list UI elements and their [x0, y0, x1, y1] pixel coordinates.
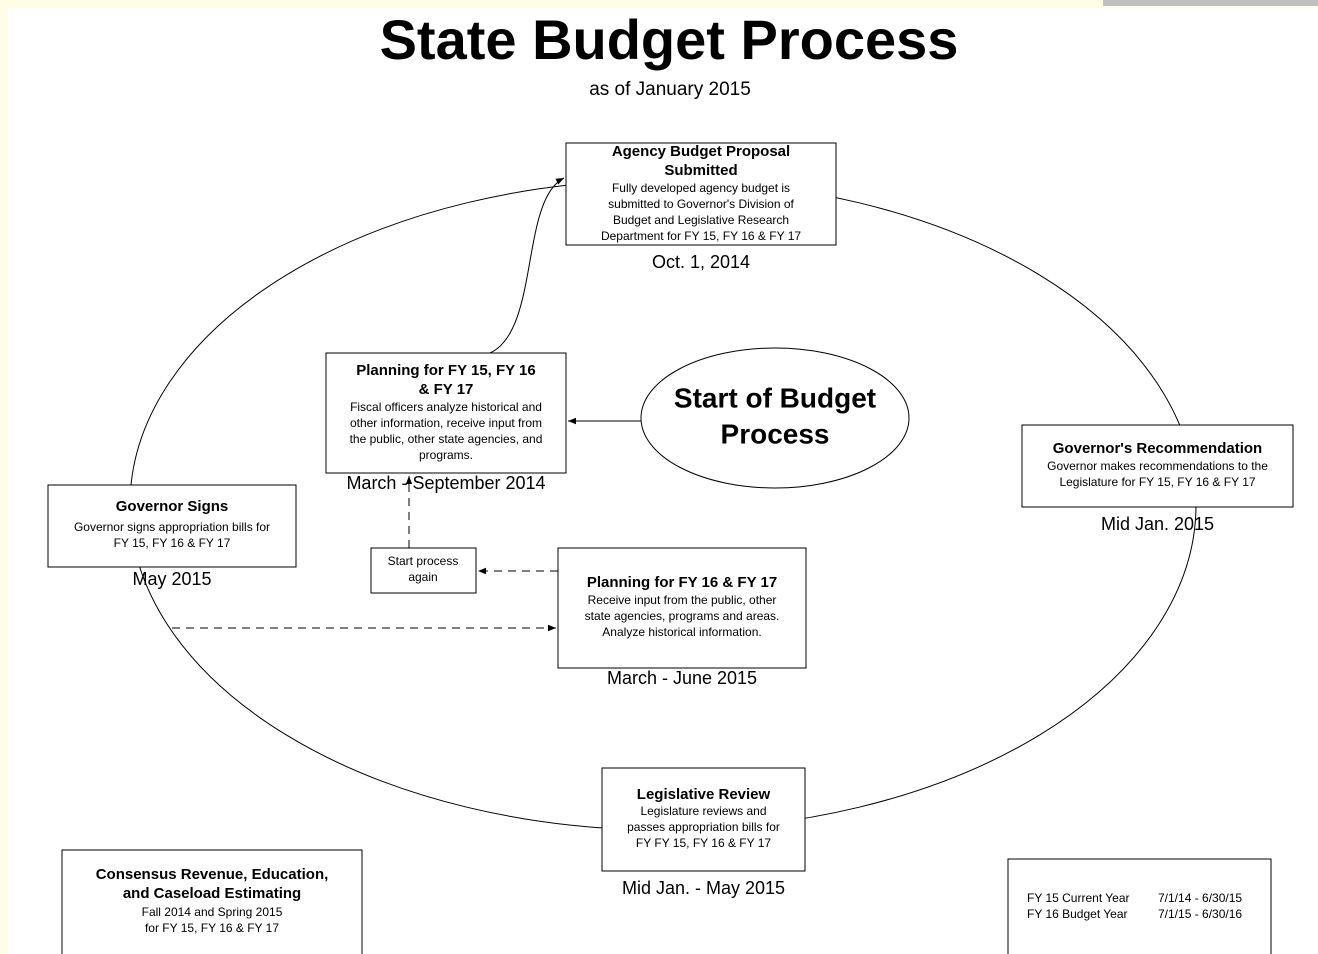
node-title: and Caseload Estimating — [123, 885, 301, 902]
node-text: passes appropriation bills for — [627, 820, 780, 834]
node-text: other information, receive input from — [350, 416, 542, 430]
node-title: Consensus Revenue, Education, — [96, 866, 329, 883]
start-node — [640, 347, 910, 489]
start-label: Process — [721, 418, 830, 449]
node-text: FY 15, FY 16 & FY 17 — [114, 536, 231, 550]
node-box — [1021, 424, 1294, 508]
node-text: Governor signs appropriation bills for — [74, 520, 270, 534]
node-title: Planning for FY 15, FY 16 — [356, 362, 536, 379]
start-label: Start of Budget — [674, 382, 876, 413]
node-box — [557, 547, 807, 669]
legend-text: 7/1/15 - 6/30/16 — [1158, 907, 1242, 921]
node-text: Department for FY 15, FY 16 & FY 17 — [601, 229, 801, 243]
node-text: Fall 2014 and Spring 2015 — [142, 905, 283, 919]
node-date: March - September 2014 — [346, 473, 545, 493]
node-text: for FY 15, FY 16 & FY 17 — [145, 921, 279, 935]
restart-label: again — [408, 570, 437, 584]
node-date: May 2015 — [132, 569, 211, 589]
node-text: Legislature reviews and — [640, 804, 766, 818]
restart-label: Start process — [388, 554, 459, 568]
node-box — [601, 767, 806, 872]
title: State Budget Process — [380, 8, 959, 71]
node-title: Planning for FY 16 & FY 17 — [587, 574, 777, 591]
node-date: Oct. 1, 2014 — [652, 252, 750, 272]
node-text: Fully developed agency budget is — [612, 181, 790, 195]
node-title: Submitted — [664, 162, 737, 179]
node-date: Mid Jan. - May 2015 — [622, 878, 785, 898]
legend-text: FY 16 Budget Year — [1027, 907, 1128, 921]
legend-box — [1007, 858, 1272, 954]
top-bar — [1103, 0, 1318, 6]
node-text: FY FY 15, FY 16 & FY 17 — [636, 836, 772, 850]
node-text: state agencies, programs and areas. — [585, 609, 780, 623]
node-text: submitted to Governor's Division of — [608, 197, 794, 211]
node-box — [47, 484, 297, 568]
node-box — [325, 352, 567, 474]
node-text: Legislature for FY 15, FY 16 & FY 17 — [1059, 475, 1255, 489]
legend-text: 7/1/14 - 6/30/15 — [1158, 891, 1242, 905]
node-text: Budget and Legislative Research — [613, 213, 789, 227]
node-title: Governor Signs — [116, 498, 229, 515]
legend-text: FY 15 Current Year — [1027, 891, 1130, 905]
node-date: Mid Jan. 2015 — [1101, 514, 1214, 534]
node-title: Agency Budget Proposal — [612, 143, 790, 160]
subtitle: as of January 2015 — [589, 79, 751, 100]
node-box — [565, 142, 837, 246]
node-date: March - June 2015 — [607, 668, 757, 688]
node-title: & FY 17 — [419, 381, 474, 398]
node-text: Receive input from the public, other — [588, 593, 777, 607]
restart-box — [370, 547, 477, 594]
node-title: Legislative Review — [637, 786, 771, 803]
node-box — [61, 849, 363, 954]
arrow — [489, 177, 565, 354]
node-title: Governor's Recommendation — [1053, 440, 1262, 457]
node-text: programs. — [419, 448, 473, 462]
node-text: Governor makes recommendations to the — [1047, 459, 1268, 473]
node-text: Analyze historical information. — [602, 625, 761, 639]
node-text: the public, other state agencies, and — [350, 432, 543, 446]
node-text: Fiscal officers analyze historical and — [350, 400, 542, 414]
